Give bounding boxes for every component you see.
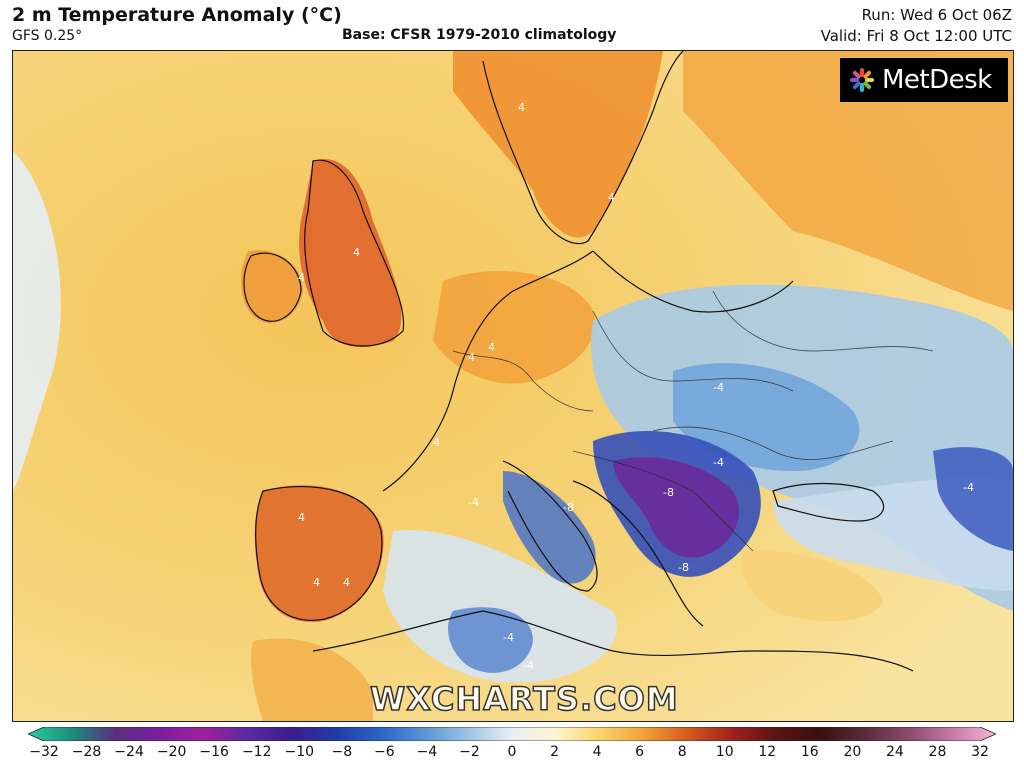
colorbar-tick-label: 10: [715, 744, 734, 760]
colorbar-tick-label: 6: [635, 744, 645, 760]
colorbar-tick-label: −8: [331, 744, 353, 760]
colorbar-tick-label: 20: [843, 744, 862, 760]
coastline-france: [382, 250, 594, 492]
watermark: WXCHARTS.COM: [369, 679, 679, 719]
contour-label: 4: [298, 271, 305, 284]
contour-label: -4: [713, 381, 724, 394]
run-label: Run: Wed 6 Oct 06Z: [861, 6, 1012, 24]
colorbar-tick-label: 28: [928, 744, 947, 760]
colorbar-tick-label: 16: [800, 744, 819, 760]
contour-label: 4: [343, 576, 350, 589]
anomaly-map: 4 4 4 4 4 4 4 4 4 4 -4 -4 -4 -4 -4 -4 -8…: [12, 50, 1014, 722]
contour-labels: 4 4 4 4 4 4 4 4 4 4 -4 -4 -4 -4 -4 -4 -8…: [298, 101, 974, 672]
border-3: [652, 426, 894, 460]
metdesk-logo: MetDesk: [840, 58, 1008, 102]
cold-region-caucasus: [933, 447, 1013, 551]
cold-region-ukraine: [673, 363, 860, 471]
colorbar-tick-label: 2: [550, 744, 559, 760]
coldest-region-balkans: [613, 457, 739, 558]
colorbar-tick-label: 4: [592, 744, 602, 760]
warm-region-northeast: [683, 51, 1013, 311]
colorbar-gradient: [28, 727, 996, 741]
coastline-north-africa: [312, 610, 914, 672]
colorbar-tick-label: −28: [71, 744, 102, 760]
contour-label: -4: [468, 496, 479, 509]
logo-text: MetDesk: [882, 65, 992, 95]
map-svg: 4 4 4 4 4 4 4 4 4 4 -4 -4 -4 -4 -4 -4 -8…: [13, 51, 1013, 721]
metdesk-star-icon: [850, 68, 874, 92]
colorbar-tick-label: 24: [885, 744, 904, 760]
warm-region-anatolia: [741, 550, 883, 622]
colorbar-tick-label: −10: [284, 744, 315, 760]
colorbar-tick-label: 0: [507, 744, 517, 760]
contour-label: -4: [503, 631, 514, 644]
contour-label: 4: [468, 351, 475, 364]
warm-region-scandinavia: [453, 51, 663, 238]
coastline-ireland: [243, 252, 302, 322]
country-borders: [452, 290, 934, 552]
colorbar-tick-label: −16: [199, 744, 229, 760]
contour-label: -4: [523, 659, 534, 672]
contour-label: -8: [663, 486, 674, 499]
border-4: [712, 290, 934, 352]
colorbar-tick-label: −6: [374, 744, 395, 760]
colorbar-ticks: −32 −28 −24 −20 −16 −12 −10 −8 −6 −4 −2 0 2 4 6 8 10 12 16…: [0, 744, 1024, 768]
coastline-black-sea: [772, 482, 885, 522]
contour-label: -8: [678, 561, 689, 574]
colorbar-tick-label: −24: [114, 744, 144, 760]
warm-region-morocco: [251, 638, 373, 721]
border-5: [572, 450, 754, 552]
colorbar-tick-label: 32: [971, 744, 989, 760]
valid-label: Valid: Fri 8 Oct 12:00 UTC: [820, 27, 1012, 45]
colorbar-tick-label: −32: [29, 744, 59, 760]
colorbar: [28, 727, 996, 741]
colorbar-tick-label: −4: [416, 744, 438, 760]
contour-label: 4: [518, 101, 525, 114]
coastline-iberia: [255, 485, 383, 621]
contour-label: 4: [488, 341, 495, 354]
border-1: [452, 350, 594, 412]
contour-label: 4: [433, 436, 440, 449]
coastline-scandinavia: [482, 51, 684, 245]
coastline-britain: [304, 159, 405, 347]
contour-label: -8: [563, 501, 574, 514]
model-label: GFS 0.25°: [12, 28, 83, 44]
coastline-baltic: [592, 250, 794, 313]
coastline-adriatic: [572, 480, 704, 627]
contour-label: 4: [298, 511, 305, 524]
colorbar-tick-label: 12: [758, 744, 777, 760]
warm-region-iberia: [254, 485, 384, 622]
contour-label: -4: [963, 481, 974, 494]
coastline-italy: [502, 460, 598, 592]
cool-region-mediterranean: [383, 530, 617, 683]
border-2: [592, 310, 794, 392]
contour-label: -4: [713, 456, 724, 469]
contour-label: 4: [313, 576, 320, 589]
contour-label: 4: [353, 246, 360, 259]
contour-label: 4: [608, 191, 615, 204]
cold-region-italy: [503, 471, 596, 584]
cold-region-north-africa: [448, 607, 533, 673]
cool-region-west: [13, 151, 61, 491]
colorbar-tick-label: −12: [241, 744, 272, 760]
chart-title: 2 m Temperature Anomaly (°C): [12, 4, 342, 26]
base-label: Base: CFSR 1979-2010 climatology: [342, 27, 617, 43]
colorbar-tick-label: 8: [677, 744, 687, 760]
coastlines: [243, 51, 914, 672]
colorbar-tick-label: −20: [156, 744, 187, 760]
warm-region-ireland: [241, 250, 303, 323]
warm-region-uk: [299, 159, 402, 347]
colorbar-tick-label: −2: [459, 744, 480, 760]
